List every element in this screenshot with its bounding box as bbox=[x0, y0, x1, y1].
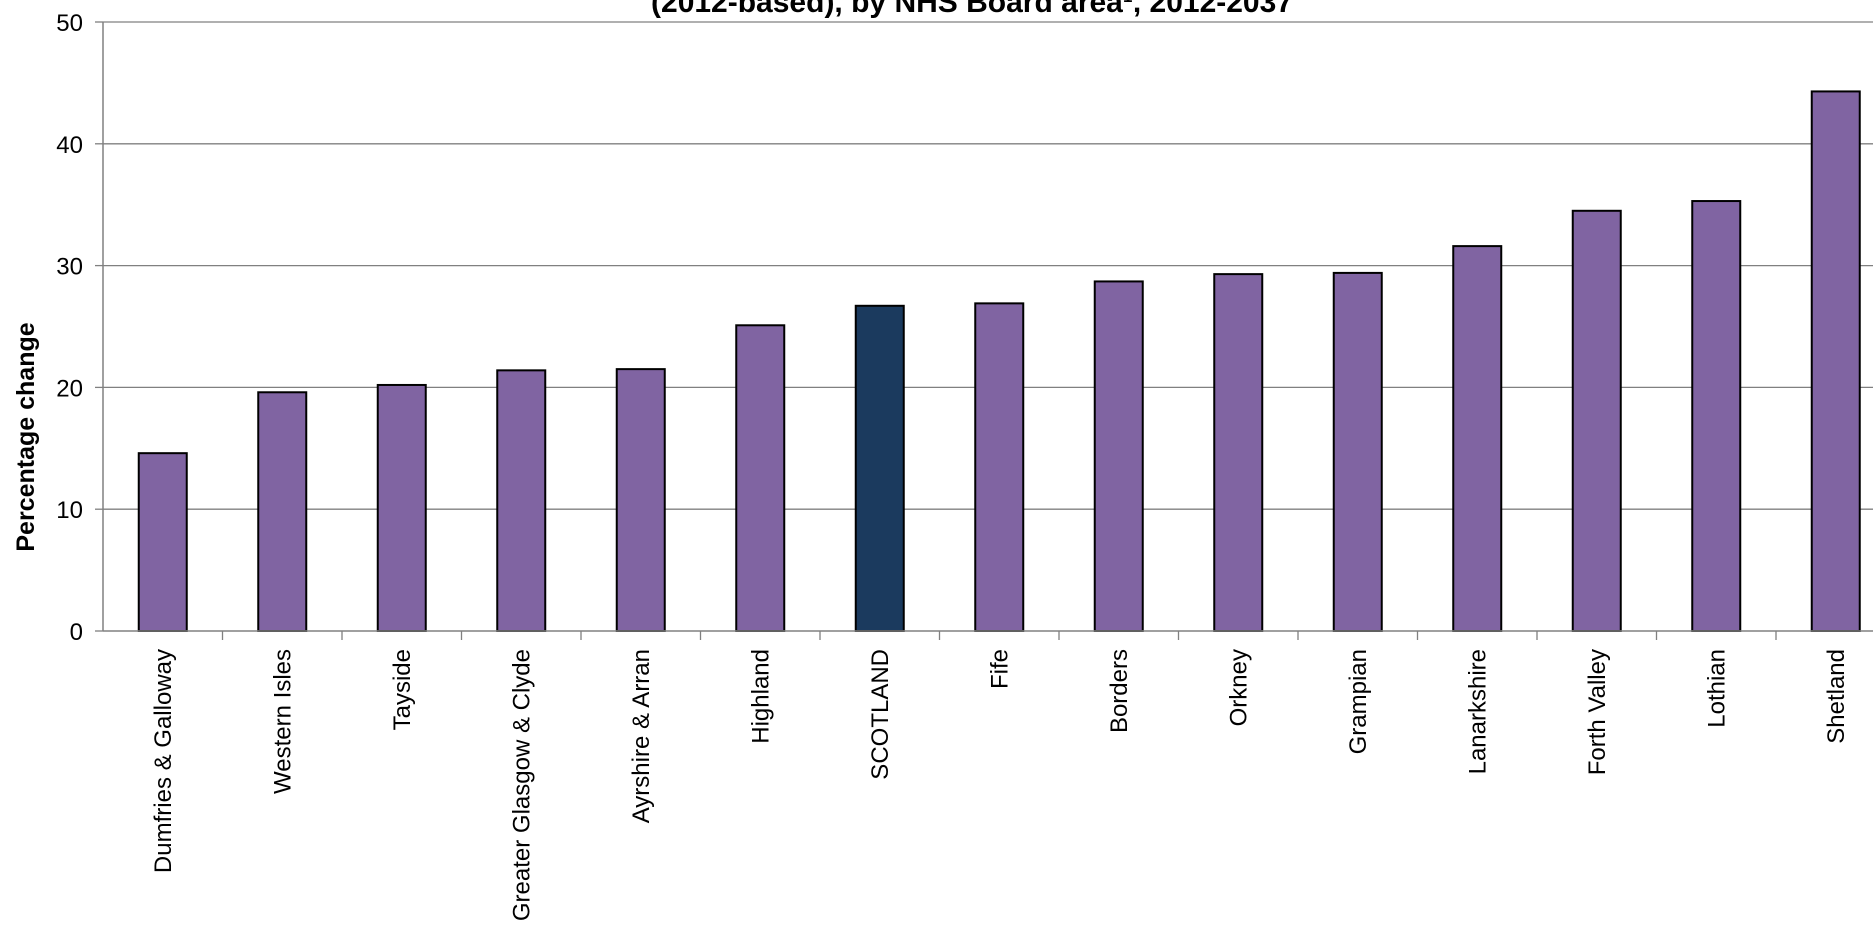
chart-title: (2012-based), by NHS Board area¹, 2012-2… bbox=[651, 0, 1293, 19]
x-category-label: Forth Valley bbox=[1584, 649, 1611, 775]
x-category-label: Shetland bbox=[1823, 649, 1850, 744]
bar-greater-glasgow-clyde bbox=[496, 369, 547, 632]
y-tick-label: 30 bbox=[56, 254, 83, 281]
bar-grampian bbox=[1332, 271, 1383, 632]
x-category-label: Fife bbox=[986, 649, 1013, 689]
x-category-label: Lanarkshire bbox=[1464, 649, 1491, 774]
bar-tayside bbox=[376, 383, 427, 632]
y-axis-label: Percentage change bbox=[12, 322, 40, 551]
bar-lothian bbox=[1691, 200, 1742, 633]
y-tick-label: 40 bbox=[56, 132, 83, 159]
bar-orkney bbox=[1213, 273, 1264, 632]
x-category-label: Borders bbox=[1106, 649, 1133, 733]
x-category-label: Highland bbox=[747, 649, 774, 744]
y-tick-label: 10 bbox=[56, 497, 83, 524]
y-tick-label: 20 bbox=[56, 375, 83, 402]
x-category-label: Western Isles bbox=[269, 649, 296, 794]
bar-fife bbox=[974, 302, 1025, 632]
x-category-label: Greater Glasgow & Clyde bbox=[508, 649, 535, 921]
bar-dumfries-galloway bbox=[137, 452, 188, 632]
y-tick-label: 50 bbox=[56, 10, 83, 37]
bar-borders bbox=[1093, 280, 1144, 632]
bar-scotland bbox=[854, 304, 905, 632]
x-category-labels: Dumfries & Galloway Western Isles Tayside G… bbox=[150, 631, 1850, 921]
axes bbox=[102, 22, 1873, 632]
x-category-label: Dumfries & Galloway bbox=[150, 649, 177, 873]
x-category-label: Tayside bbox=[389, 649, 416, 730]
bar-lanarkshire bbox=[1452, 245, 1503, 632]
bar-ayrshire-arran bbox=[615, 368, 666, 632]
y-tick-label: 0 bbox=[70, 619, 83, 646]
x-category-label: Orkney bbox=[1225, 649, 1252, 726]
bar-shetland bbox=[1810, 90, 1861, 632]
bar-highland bbox=[735, 324, 786, 632]
bars bbox=[137, 90, 1861, 633]
x-category-label: Lothian bbox=[1703, 649, 1730, 728]
bar-forth-valley bbox=[1571, 209, 1622, 632]
x-category-label: Grampian bbox=[1345, 649, 1372, 754]
x-category-label: Ayrshire & Arran bbox=[628, 649, 655, 823]
y-tick-labels: 0 10 20 30 40 50 bbox=[56, 10, 103, 646]
x-category-label: SCOTLAND bbox=[867, 649, 894, 780]
bar-western-isles bbox=[257, 391, 308, 632]
